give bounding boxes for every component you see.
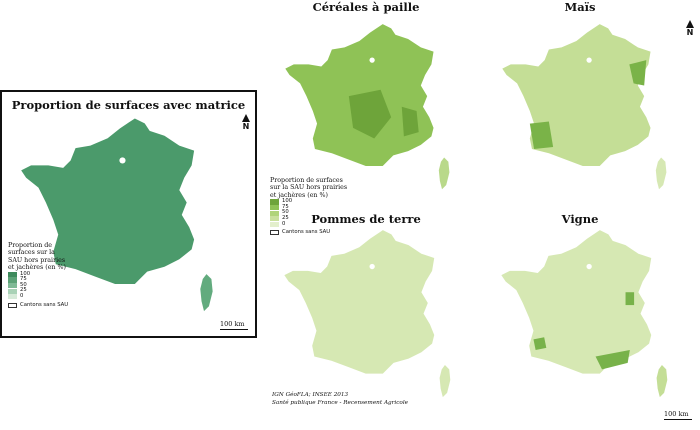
- scale-line: [664, 419, 692, 420]
- legend-swatch: [270, 205, 279, 211]
- legend-item: 0: [8, 293, 68, 300]
- legend-swatch: [270, 221, 279, 227]
- scale-label: 100 km: [220, 320, 245, 328]
- scale-line: [220, 329, 248, 330]
- legend-item: 50: [8, 281, 68, 289]
- matrix-map-panel: Proportion de surfaces avec matrice N Pr…: [0, 90, 257, 338]
- corsica-shape: [438, 157, 450, 190]
- paris-blank: [119, 157, 126, 164]
- pommes-map: [284, 230, 451, 398]
- legend-swatch: [8, 283, 17, 289]
- legend-item: 50: [270, 210, 348, 216]
- legend-item: 100: [270, 199, 348, 205]
- legend-title: Proportion de surfaces sur la SAU hors p…: [8, 242, 66, 272]
- north-arrow-icon: [242, 114, 250, 122]
- legend-swatch: [8, 288, 17, 294]
- mainland-france-shape: [21, 118, 195, 285]
- legend-item: 0: [270, 220, 348, 228]
- legend-label: 100: [20, 270, 31, 277]
- legend-label: 0: [20, 293, 24, 299]
- mainland-france-shape: [502, 24, 651, 167]
- legend-label: 50: [20, 281, 27, 288]
- paris-blank: [586, 57, 592, 63]
- legend-swatch: [8, 294, 17, 300]
- right-scale-bar: 100 km: [664, 410, 692, 420]
- right-north-arrow: N: [683, 20, 697, 37]
- north-arrow: N: [239, 114, 253, 131]
- legend-swatch: [8, 277, 17, 283]
- high-share-zone: [401, 106, 419, 137]
- map-title-pommes: Pommes de terre: [292, 212, 440, 226]
- mais-map: [502, 24, 667, 190]
- legend-nodata-row: Cantons sans SAU: [270, 230, 348, 236]
- high-share-zone: [625, 292, 635, 306]
- paris-blank: [369, 57, 375, 63]
- corsica-shape: [656, 365, 668, 398]
- legend-item: 100: [8, 270, 68, 278]
- matrix-france-map: [21, 118, 213, 312]
- legend-label: 75: [282, 203, 289, 210]
- source-line-2: Santé publique France - Recensement Agri…: [272, 399, 409, 406]
- legend-item: 25: [270, 215, 348, 222]
- legend-swatch: [270, 216, 279, 222]
- mainland-france-shape: [501, 230, 652, 374]
- map-title-cereales: Céréales à paille: [292, 0, 440, 14]
- high-share-zone: [629, 60, 647, 86]
- nodata-label: Cantons sans SAU: [20, 301, 69, 308]
- high-share-zone: [533, 337, 547, 351]
- legend-nodata-row: Cantons sans SAU: [8, 301, 69, 309]
- legend-label: 25: [20, 287, 27, 294]
- source-note: IGN GéoFLA; INSEE 2013 Santé publique Fr…: [272, 392, 408, 407]
- north-label: N: [242, 122, 250, 131]
- legend-items: 100 75 50 25 0: [270, 199, 348, 227]
- nodata-swatch: [8, 302, 17, 308]
- map-title-vigne: Vigne: [515, 212, 645, 226]
- vigne-title: Vigne: [561, 212, 599, 226]
- vigne-map: [501, 230, 668, 398]
- matrix-legend: Proportion de surfaces sur la SAU hors p…: [8, 242, 68, 308]
- legend-swatch: [270, 210, 279, 216]
- legend-label: 25: [282, 215, 289, 221]
- nodata-swatch: [270, 230, 279, 236]
- corsica-shape: [655, 157, 667, 190]
- mais-title: Maïs: [564, 0, 596, 14]
- scale-bar: 100 km: [220, 320, 248, 330]
- cereales-title: Céréales à paille: [312, 0, 420, 14]
- legend-item: 75: [8, 277, 68, 283]
- legend-item: 75: [270, 203, 348, 211]
- map-title-mais: Maïs: [515, 0, 645, 14]
- scale-label: 100 km: [664, 410, 689, 418]
- legend-label: 75: [20, 276, 27, 283]
- crops-legend: Proportion de surfaces sur la SAU hors p…: [270, 177, 348, 236]
- high-share-zone: [348, 89, 392, 139]
- legend-label: 100: [282, 198, 293, 205]
- paris-blank: [369, 263, 375, 270]
- cereales-map: [285, 24, 450, 190]
- legend-label: 0: [282, 220, 286, 227]
- corsica-shape: [439, 365, 451, 398]
- legend-item: 25: [8, 288, 68, 294]
- matrix-map-title: Proportion de surfaces avec matrice: [11, 98, 246, 112]
- legend-swatch: [8, 271, 17, 278]
- corsica-shape: [200, 274, 213, 312]
- nodata-label: Cantons sans SAU: [282, 229, 331, 236]
- north-arrow-icon: [686, 20, 694, 28]
- north-label: N: [686, 28, 694, 37]
- legend-items: 100 75 50 25 0: [8, 270, 68, 300]
- mainland-france-shape: [284, 230, 435, 374]
- pommes-title: Pommes de terre: [311, 212, 421, 226]
- high-share-zone: [529, 121, 554, 150]
- legend-title: Proportion de surfaces sur la SAU hors p…: [270, 177, 348, 199]
- legend-label: 50: [282, 209, 289, 216]
- legend-swatch: [270, 199, 279, 205]
- paris-blank: [586, 263, 592, 270]
- source-line-1: IGN GéoFLA; INSEE 2013: [272, 392, 349, 398]
